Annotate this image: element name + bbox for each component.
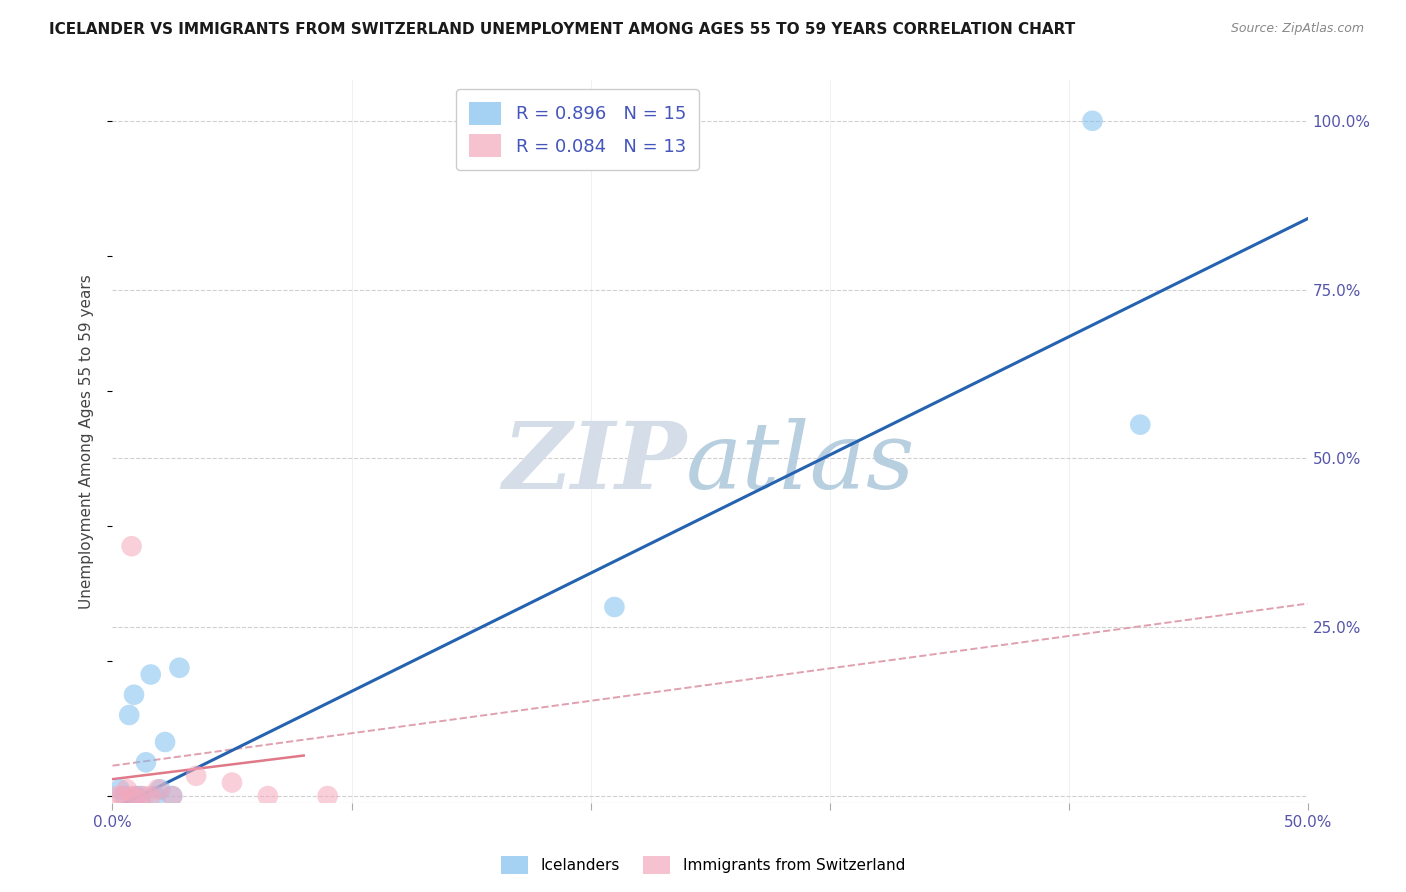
- Point: [105, 789, 128, 803]
- Point: [139, 789, 162, 803]
- Point: [111, 789, 134, 803]
- Point: [162, 789, 183, 803]
- Point: [114, 789, 135, 803]
- Text: atlas: atlas: [686, 418, 915, 508]
- Point: [603, 599, 626, 614]
- Point: [125, 789, 148, 803]
- Text: ZIP: ZIP: [502, 418, 686, 508]
- Legend: Icelanders, Immigrants from Switzerland: Icelanders, Immigrants from Switzerland: [495, 850, 911, 880]
- Point: [132, 789, 155, 803]
- Point: [125, 789, 148, 803]
- Point: [316, 789, 339, 803]
- Point: [118, 708, 141, 723]
- Legend: R = 0.896   N = 15, R = 0.084   N = 13: R = 0.896 N = 15, R = 0.084 N = 13: [456, 89, 699, 170]
- Point: [139, 667, 162, 681]
- Point: [221, 775, 243, 789]
- Point: [186, 769, 208, 783]
- Point: [121, 539, 143, 553]
- Point: [146, 782, 169, 797]
- Point: [162, 789, 183, 803]
- Point: [121, 789, 143, 803]
- Point: [108, 782, 131, 797]
- Point: [145, 789, 167, 803]
- Point: [1081, 113, 1104, 128]
- Y-axis label: Unemployment Among Ages 55 to 59 years: Unemployment Among Ages 55 to 59 years: [79, 274, 94, 609]
- Point: [1129, 417, 1152, 432]
- Point: [122, 688, 145, 702]
- Point: [135, 756, 157, 770]
- Point: [129, 789, 152, 803]
- Text: Source: ZipAtlas.com: Source: ZipAtlas.com: [1230, 22, 1364, 36]
- Point: [153, 735, 176, 749]
- Point: [115, 782, 138, 797]
- Text: ICELANDER VS IMMIGRANTS FROM SWITZERLAND UNEMPLOYMENT AMONG AGES 55 TO 59 YEARS : ICELANDER VS IMMIGRANTS FROM SWITZERLAND…: [49, 22, 1076, 37]
- Point: [257, 789, 280, 803]
- Point: [169, 661, 191, 675]
- Point: [149, 782, 172, 797]
